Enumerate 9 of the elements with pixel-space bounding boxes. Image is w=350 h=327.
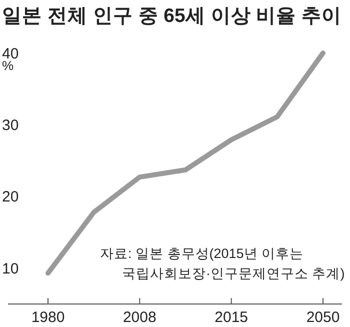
y-tick-label: 20 <box>2 188 19 206</box>
annotation: 자료: 일본 총무성(2015년 이후는 국립사회보장·인구문제연구소 추계) <box>100 246 345 281</box>
x-tick-label: 2008 <box>122 309 156 326</box>
y-tick-label: 30 <box>2 116 19 134</box>
y-tick-label: 10 <box>2 260 19 278</box>
chart-title: 일본 전체 인구 중 65세 이상 비율 추이 <box>2 5 342 27</box>
x-tick-label: 2050 <box>306 309 340 326</box>
x-tick-label: 2015 <box>214 309 248 326</box>
x-tick-label: 1980 <box>31 309 65 326</box>
